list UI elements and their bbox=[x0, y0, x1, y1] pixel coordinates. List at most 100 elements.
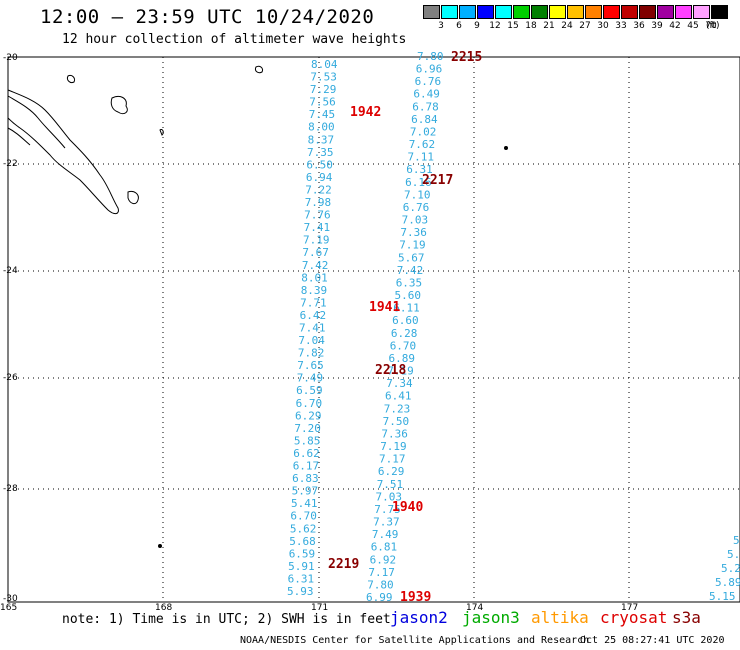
lat-label: -24 bbox=[3, 266, 18, 276]
legend-swatch bbox=[675, 5, 692, 19]
track-right-value: 6.81 bbox=[371, 541, 398, 554]
track-right-value: 5.60 bbox=[395, 289, 422, 302]
track-left-value: 6.17 bbox=[293, 460, 320, 473]
track-left-value: 7.04 bbox=[298, 334, 325, 347]
track-left-value: 7.76 bbox=[304, 209, 331, 222]
legend-swatch bbox=[423, 5, 440, 19]
legend-label: 45 bbox=[687, 21, 699, 31]
footer-timestamp: Oct 25 08:27:41 UTC 2020 bbox=[580, 635, 725, 646]
track-left-value: 7.45 bbox=[309, 108, 336, 121]
track-right-value: 6.92 bbox=[370, 553, 397, 566]
legend-label: 30 bbox=[597, 21, 609, 31]
track-left-value: 7.71 bbox=[300, 296, 327, 309]
legend-label: 42 bbox=[669, 21, 681, 31]
track-right-value: 6.70 bbox=[390, 339, 417, 352]
track-right-value: 7.23 bbox=[384, 402, 411, 415]
legend-label: 3 bbox=[438, 21, 444, 31]
legend-swatch bbox=[657, 5, 674, 19]
track-left-value: 7.82 bbox=[298, 347, 325, 360]
track-right-value: 6.31 bbox=[406, 163, 433, 176]
legend-swatch bbox=[513, 5, 530, 19]
legend-label: 39 bbox=[651, 21, 663, 31]
track-left-value: 8.39 bbox=[301, 284, 328, 297]
track-left-value: 5.41 bbox=[291, 497, 318, 510]
track-right-value: 7.37 bbox=[373, 516, 400, 529]
lat-label: -28 bbox=[3, 484, 18, 494]
track-left-value: 5.68 bbox=[289, 535, 316, 548]
mission-s3a: s3a bbox=[672, 608, 701, 627]
track-right-value: 6.29 bbox=[378, 465, 405, 478]
track-left-value: 5.85 bbox=[294, 434, 321, 447]
track-right-value: 6.16 bbox=[405, 176, 432, 189]
page-subtitle: 12 hour collection of altimeter wave hei… bbox=[62, 32, 407, 47]
track-left-value: 5.97 bbox=[292, 485, 319, 498]
track-right-value: 6.99 bbox=[366, 591, 393, 604]
track-right-value: 7.80 bbox=[367, 578, 394, 591]
track-left-value: 7.53 bbox=[310, 71, 337, 84]
legend-label: 27 bbox=[579, 21, 591, 31]
track-right-value: 7.75 bbox=[374, 503, 401, 516]
legend-unit: (ft) bbox=[706, 21, 720, 31]
track-left-value: 7.41 bbox=[299, 322, 326, 335]
track-right-value: 7.34 bbox=[386, 377, 413, 390]
legend-swatch bbox=[693, 5, 710, 19]
track-left-value: 7.22 bbox=[305, 184, 332, 197]
track-edge-value: 5.2 bbox=[727, 548, 740, 561]
track-right-value: 5.67 bbox=[398, 251, 425, 264]
legend-label: 15 bbox=[507, 21, 519, 31]
track-left-value: 8.00 bbox=[308, 121, 335, 134]
track-right-value: 7.03 bbox=[376, 490, 403, 503]
time-label: 1942 bbox=[350, 105, 381, 120]
track-left-value: 6.29 bbox=[295, 409, 322, 422]
track-left-value: 7.35 bbox=[307, 146, 334, 159]
legend-swatch bbox=[567, 5, 584, 19]
mission-cryosat: cryosat bbox=[600, 608, 668, 627]
track-right-value: 7.36 bbox=[381, 427, 408, 440]
time-label: 1940 bbox=[392, 500, 423, 515]
legend-label: 18 bbox=[525, 21, 537, 31]
time-label: 2215 bbox=[451, 50, 482, 65]
legend-swatch bbox=[621, 5, 638, 19]
coastline bbox=[7, 65, 508, 548]
legend-label: 24 bbox=[561, 21, 573, 31]
track-right-value: 7.19 bbox=[380, 440, 407, 453]
legend-label: 36 bbox=[633, 21, 645, 31]
track-left-value: 7.41 bbox=[304, 221, 331, 234]
legend-label: 33 bbox=[615, 21, 627, 31]
legend-swatch bbox=[585, 5, 602, 19]
track-left-value: 6.59 bbox=[296, 384, 323, 397]
legend-swatch bbox=[459, 5, 476, 19]
track-left-value: 6.70 bbox=[296, 397, 323, 410]
track-right-value: 7.50 bbox=[383, 415, 410, 428]
track-right-value: 6.11 bbox=[393, 302, 420, 315]
track-left-value: 7.65 bbox=[297, 359, 324, 372]
lat-label: -30 bbox=[3, 594, 18, 604]
track-left-value: 8.37 bbox=[308, 133, 335, 146]
footer-credit: NOAA/NESDIS Center for Satellite Applica… bbox=[240, 635, 590, 646]
lon-label: 174 bbox=[466, 603, 484, 613]
track-right-value: 6.84 bbox=[411, 113, 438, 126]
track-left-value: 6.31 bbox=[288, 573, 315, 586]
mission-jason2: jason2 bbox=[390, 608, 448, 627]
track-right-value: 7.10 bbox=[404, 188, 431, 201]
time-label: 1941 bbox=[369, 300, 400, 315]
legend-label: 12 bbox=[489, 21, 501, 31]
track-right-value: 6.96 bbox=[416, 63, 443, 76]
lon-label: 165 bbox=[0, 603, 18, 613]
track-right-value: 7.36 bbox=[400, 226, 427, 239]
track-left-value: 6.42 bbox=[300, 309, 327, 322]
lon-label: 177 bbox=[621, 603, 639, 613]
track-right-value: 6.28 bbox=[391, 327, 418, 340]
track-left-value: 6.70 bbox=[290, 510, 317, 523]
legend-swatch bbox=[477, 5, 494, 19]
track-right-value: 6.76 bbox=[415, 75, 442, 88]
time-label: 2219 bbox=[328, 557, 359, 572]
map-frame bbox=[7, 56, 740, 603]
track-left-value: 5.62 bbox=[290, 522, 317, 535]
legend-label: 21 bbox=[543, 21, 555, 31]
track-left-value: 7.42 bbox=[302, 259, 329, 272]
track-right-value: 7.02 bbox=[410, 126, 437, 139]
track-edge-value: 5.24 bbox=[721, 562, 740, 575]
track-edge-value: 5.2 bbox=[733, 534, 740, 547]
